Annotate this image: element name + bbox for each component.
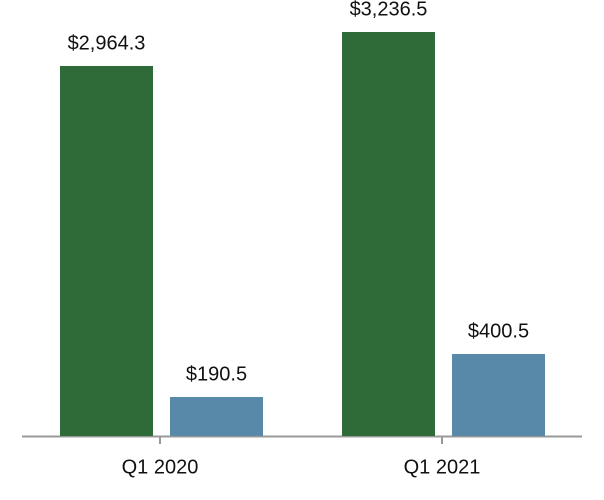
- bar: [452, 354, 545, 436]
- value-label: $400.5: [468, 320, 529, 342]
- value-label: $190.5: [186, 363, 247, 385]
- bar: [60, 65, 153, 436]
- x-tick-label: Q1 2021: [404, 456, 481, 478]
- value-label: $2,964.3: [68, 32, 146, 54]
- bar: [342, 32, 435, 436]
- value-label: $3,236.5: [350, 0, 428, 20]
- bar: [170, 396, 263, 436]
- x-tick-label: Q1 2020: [122, 456, 199, 478]
